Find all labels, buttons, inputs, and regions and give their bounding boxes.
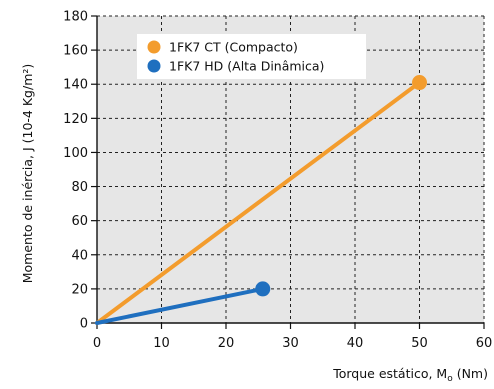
legend: 1FK7 CT (Compacto) 1FK7 HD (Alta Dinâmic…: [137, 34, 366, 79]
x-axis-title-unit: (Nm): [453, 366, 488, 381]
y-tick-label: 160: [63, 44, 88, 59]
y-tick-label: 120: [63, 112, 88, 127]
legend-box: [137, 34, 366, 79]
y-tick-label: 140: [63, 78, 88, 93]
y-tick-label: 100: [63, 146, 88, 161]
x-tick-label: 40: [347, 336, 364, 351]
x-tick-label: 10: [153, 336, 170, 351]
series-endpoint-1: [255, 281, 271, 297]
y-tick-label: 180: [63, 10, 88, 25]
y-tick-label: 0: [80, 317, 88, 332]
legend-marker-hd: [147, 59, 161, 73]
y-axis-title: Momento de inércia, J (10-4 Kg/m²): [20, 64, 35, 284]
x-tick-label: 60: [476, 336, 493, 351]
y-tick-label: 80: [71, 180, 88, 195]
y-tick-label: 40: [71, 248, 88, 263]
x-tick-label: 30: [282, 336, 299, 351]
axes: [91, 15, 485, 329]
x-tick-label: 50: [411, 336, 428, 351]
x-axis-title-subscript: o: [447, 374, 453, 384]
x-tick-label: 0: [93, 336, 101, 351]
y-tick-label: 20: [71, 282, 88, 297]
series-line-1: [95, 286, 265, 325]
legend-marker-ct: [147, 40, 161, 54]
tick-labels: 0 20 40 60 80 100 120 140 160 180 0 10 20 30 40 50 60: [63, 10, 492, 352]
series-line-0: [95, 80, 422, 325]
x-axis-title-main: Torque estático, M: [332, 366, 447, 381]
x-axis-title: Torque estático, Mo (Nm): [332, 366, 488, 384]
y-tick-label: 60: [71, 214, 88, 229]
legend-label-ct: 1FK7 CT (Compacto): [169, 40, 298, 55]
series-layer: [95, 75, 427, 325]
legend-label-hd: 1FK7 HD (Alta Dinâmica): [169, 59, 324, 74]
x-tick-label: 20: [218, 336, 235, 351]
series-endpoint-0: [412, 75, 427, 91]
